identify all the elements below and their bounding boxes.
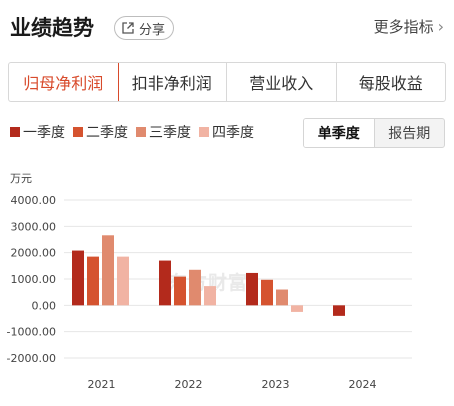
more-label: 更多指标 [373,18,434,36]
toggle-report-period[interactable]: 报告期 [388,126,431,142]
bar-1-2023 [246,272,258,306]
y-tick-label: 0.00 [32,299,57,312]
y-tick-label: 1000.00 [11,273,57,286]
legend-swatch-q2 [73,127,83,137]
bar-3-2021 [102,235,114,306]
period-toggle: 单季度 报告期 [303,118,445,148]
y-tick-label: 3000.00 [11,220,57,233]
legend-swatch-q3 [136,127,146,137]
chevron-right-icon: › [437,17,444,36]
chart-legend: 一季度 二季度 三季度 四季度 [10,122,254,142]
bar-1-2021 [72,250,84,306]
legend-swatch-q4 [199,127,209,137]
legend-swatch-q1 [10,127,20,137]
share-icon [122,22,134,34]
y-axis-unit: 万元 [10,172,32,185]
legend-label-q4: 四季度 [212,125,254,141]
page-title: 业绩趋势 [10,16,94,40]
legend-label-q1: 一季度 [23,125,65,141]
watermark-logo: 东方财富 [168,271,248,294]
bar-4-2022 [204,286,216,306]
tab-eps[interactable]: 每股收益 [358,74,423,93]
bar-3-2023 [276,289,288,306]
bar-4-2021 [117,256,129,306]
legend-item-q3: 三季度 [136,122,191,142]
share-button[interactable]: 分享 [114,16,175,40]
legend-label-q3: 三季度 [149,125,191,141]
bar-2-2022 [174,276,186,306]
legend-item-q4: 四季度 [199,122,254,142]
x-tick-label: 2021 [88,378,116,391]
y-tick-label: 2000.00 [11,247,57,260]
y-tick-label: 4000.00 [11,194,57,207]
toggle-single-quarter[interactable]: 单季度 [304,119,375,147]
x-tick-label: 2022 [175,378,203,391]
legend-item-q2: 二季度 [73,122,128,142]
bar-3-2022 [189,269,201,306]
svg-text:东方财富: 东方财富 [168,271,248,294]
y-tick-label: -2000.00 [7,352,56,365]
tab-revenue[interactable]: 营业收入 [227,63,337,101]
share-label: 分享 [139,22,166,38]
x-tick-label: 2024 [349,378,377,391]
header: 业绩趋势 分享 更多指标 › [10,10,444,42]
legend-label-q2: 二季度 [86,125,128,141]
bar-4-2023 [291,305,303,312]
bar-1-2024 [333,305,345,316]
bar-2-2023 [261,279,273,306]
watermark: 东方财富 [168,270,288,299]
legend-item-q1: 一季度 [10,122,65,142]
bar-1-2022 [159,260,171,306]
x-tick-label: 2023 [262,378,290,391]
tab-deducted-net-profit[interactable]: 扣非净利润 [118,63,227,101]
bar-2-2021 [87,256,99,306]
more-indicators-link[interactable]: 更多指标 › [374,16,444,37]
metric-tabs: 归母净利润 扣非净利润 营业收入 每股收益 [8,62,446,102]
y-tick-label: -1000.00 [7,326,56,339]
tab-net-profit[interactable]: 归母净利润 [9,63,119,101]
